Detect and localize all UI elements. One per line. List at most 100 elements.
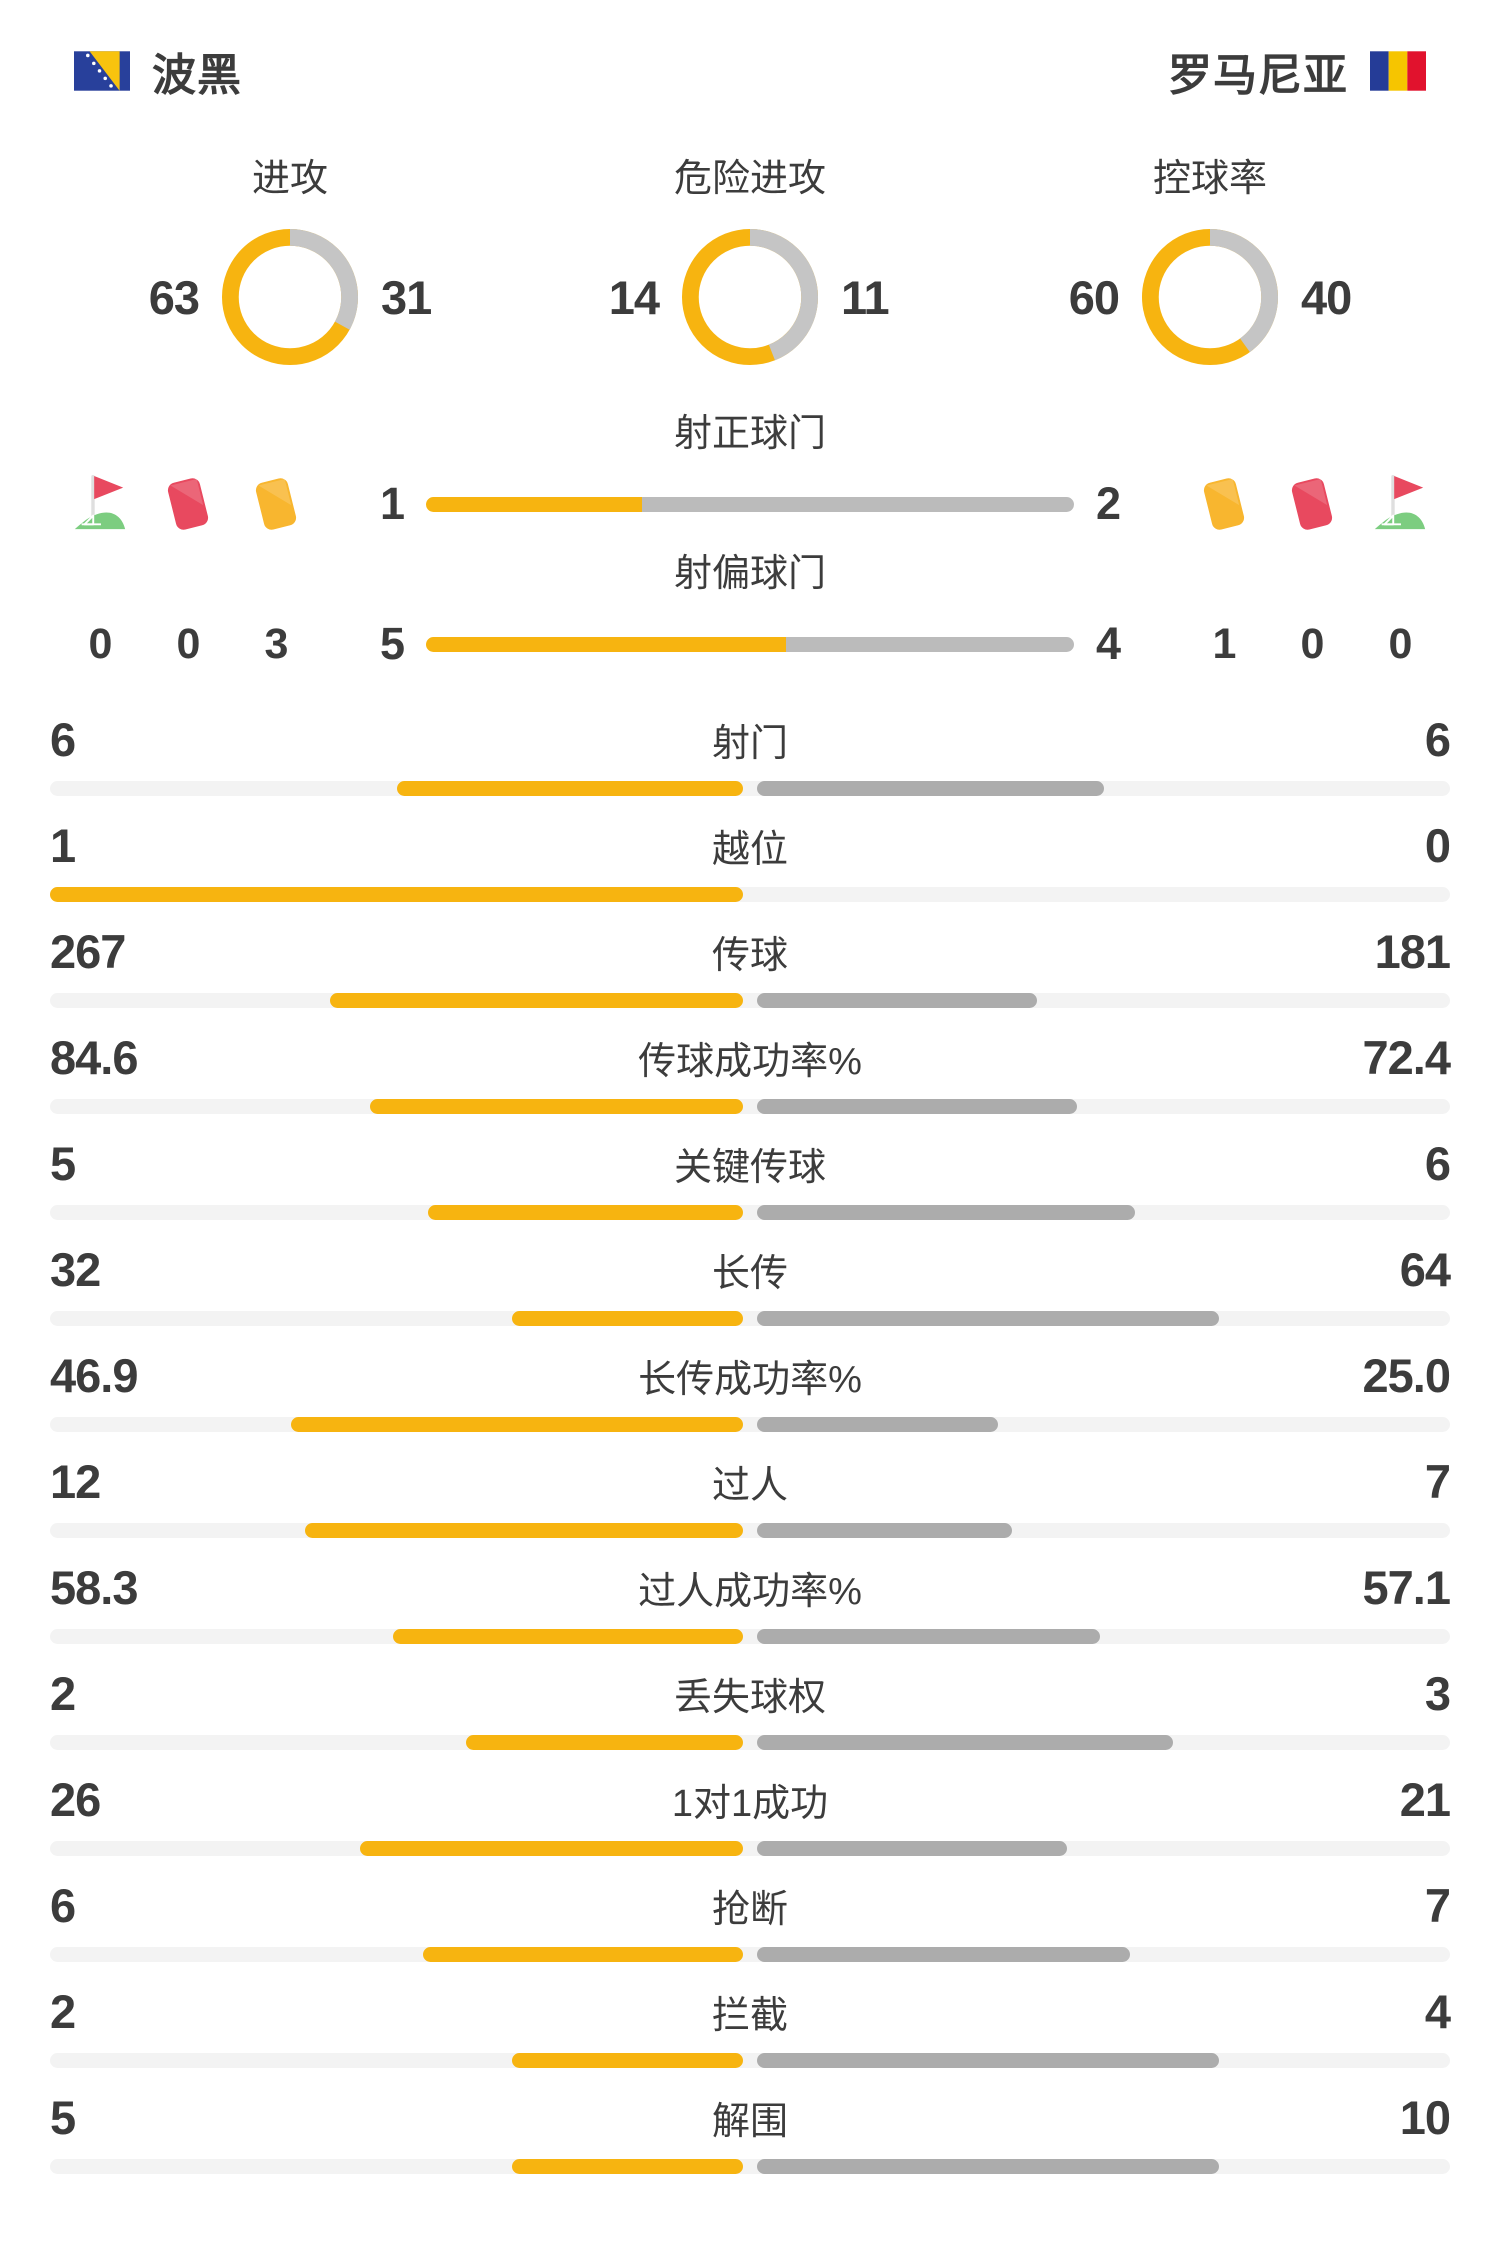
stat-home-value: 84.6	[50, 1031, 138, 1084]
stat-home-value: 1	[50, 819, 76, 872]
away-team-name: 罗马尼亚	[1168, 51, 1348, 100]
stat-home-value: 12	[50, 1455, 101, 1508]
shots-off-target-row: 0 0 3 5 4 1 0 0	[0, 600, 1500, 688]
stat-away-value: 64	[1399, 1243, 1451, 1296]
donut-chart	[1141, 228, 1279, 366]
stat-away-bar	[757, 1417, 998, 1432]
donut-away-value: 40	[1301, 270, 1352, 324]
donut-chart	[681, 228, 819, 366]
stat-away-bar	[757, 1099, 1077, 1114]
stat-row: 2 丢失球权 3	[50, 1666, 1451, 1772]
stat-home-bar	[290, 1417, 743, 1432]
stat-row: 267 传球 181	[50, 924, 1451, 1030]
home-corner-count: 0	[88, 619, 113, 668]
home-team: 波黑	[74, 39, 242, 103]
stat-home-value: 2	[50, 1667, 76, 1720]
stat-away-bar	[757, 1947, 1131, 1962]
stat-home-bar	[512, 2053, 743, 2068]
stat-away-bar	[757, 1205, 1135, 1220]
stat-label: 射门	[711, 723, 788, 765]
stat-bar-track	[50, 2159, 1450, 2174]
stat-away-value: 25.0	[1362, 1349, 1451, 1402]
home-bar-segment	[426, 496, 642, 512]
stat-away-value: 3	[1424, 1667, 1451, 1720]
donut-home-value: 60	[1068, 270, 1120, 324]
stat-away-value: 72.4	[1362, 1031, 1451, 1084]
stat-label: 过人成功率%	[638, 1571, 862, 1613]
stat-label: 抢断	[711, 1889, 788, 1931]
away-discipline-icons	[1186, 472, 1438, 536]
stat-label: 越位	[711, 829, 788, 871]
home-bar-segment	[426, 636, 786, 652]
stat-row: 84.6 传球成功率% 72.4	[50, 1030, 1451, 1136]
stat-away-value: 6	[1424, 713, 1451, 766]
stat-label: 传球成功率%	[638, 1041, 862, 1083]
stat-bar-track	[50, 1947, 1450, 1962]
donut-label: 危险进攻	[673, 158, 826, 200]
stat-away-value: 4	[1424, 1985, 1451, 2038]
donut-section: 进攻 63 31 危险进攻 14 11 控球率 60	[0, 154, 1500, 366]
stat-away-value: 21	[1399, 1773, 1451, 1826]
stat-away-value: 10	[1399, 2091, 1451, 2144]
shots-on-target-row: 1 2	[0, 460, 1500, 548]
yellow-card-icon	[238, 472, 314, 536]
stat-away-value: 0	[1424, 819, 1451, 872]
home-red-card-count: 0	[176, 619, 201, 668]
stat-away-bar	[757, 993, 1037, 1008]
away-bar-segment	[786, 636, 1074, 652]
bosnia-flag-icon	[74, 51, 130, 91]
stat-row: 26 1对1成功 21	[50, 1772, 1451, 1878]
donut-label: 进攻	[251, 158, 328, 200]
stat-row: 6 射门 6	[50, 712, 1451, 818]
donut-label: 控球率	[1152, 158, 1267, 200]
away-corner-count: 0	[1388, 619, 1413, 668]
donut-possession: 控球率 60 40	[980, 154, 1440, 366]
stat-away-value: 6	[1424, 1137, 1451, 1190]
stat-home-bar	[305, 1523, 743, 1538]
stat-label: 拦截	[711, 1995, 788, 2037]
shots-off-target-label: 射偏球门	[673, 553, 826, 595]
stat-bar-track	[50, 1629, 1450, 1644]
corner-flag-icon	[62, 472, 138, 536]
stat-away-value: 7	[1424, 1879, 1451, 1932]
home-discipline-counts: 0 0 3	[62, 620, 314, 669]
donut-home-value: 14	[608, 270, 660, 324]
stat-away-value: 7	[1424, 1455, 1451, 1508]
red-card-icon	[1274, 472, 1350, 536]
stat-bar-track	[50, 1205, 1450, 1220]
donut-attacks: 进攻 63 31	[60, 154, 520, 366]
stat-row: 58.3 过人成功率% 57.1	[50, 1560, 1451, 1666]
stat-row: 2 拦截 4	[50, 1984, 1451, 2090]
away-team: 罗马尼亚	[1168, 39, 1426, 103]
shots-on-target-away-value: 2	[1096, 478, 1121, 529]
away-yellow-card-count: 1	[1212, 619, 1237, 668]
stat-bar-track	[50, 1099, 1450, 1114]
stat-away-value: 57.1	[1362, 1561, 1451, 1614]
away-red-card-count: 0	[1300, 619, 1325, 668]
donut-dangerous-attacks: 危险进攻 14 11	[520, 154, 980, 366]
stat-away-value: 181	[1374, 925, 1451, 978]
stat-row: 46.9 长传成功率% 25.0	[50, 1348, 1451, 1454]
stat-away-bar	[757, 1629, 1100, 1644]
stat-home-value: 5	[50, 2091, 76, 2144]
stat-bar-track	[50, 1417, 1450, 1432]
stat-home-value: 267	[50, 925, 126, 978]
stat-bar-track	[50, 1841, 1450, 1856]
stat-label: 丢失球权	[673, 1677, 826, 1719]
stat-home-value: 46.9	[50, 1349, 138, 1402]
stat-away-bar	[757, 1735, 1173, 1750]
stat-away-bar	[757, 781, 1104, 796]
stat-home-value: 2	[50, 1985, 76, 2038]
donut-chart	[221, 228, 359, 366]
stat-label: 长传成功率%	[638, 1359, 862, 1401]
stat-bar-track	[50, 1735, 1450, 1750]
stat-away-bar	[757, 1523, 1013, 1538]
stat-away-bar	[757, 2053, 1219, 2068]
stat-row: 5 关键传球 6	[50, 1136, 1451, 1242]
stat-away-bar	[757, 2159, 1219, 2174]
stat-label: 长传	[711, 1253, 788, 1295]
stat-home-value: 6	[50, 1879, 76, 1932]
stat-home-bar	[465, 1735, 743, 1750]
home-discipline-icons	[62, 472, 314, 536]
donut-away-value: 31	[381, 270, 432, 324]
